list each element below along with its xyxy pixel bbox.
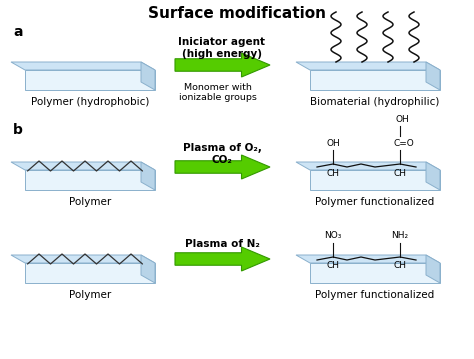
Text: C=O: C=O xyxy=(393,140,414,149)
Polygon shape xyxy=(296,255,440,263)
Text: CH: CH xyxy=(327,261,339,270)
Polygon shape xyxy=(310,70,440,90)
Text: Monomer with: Monomer with xyxy=(184,84,252,93)
Text: CO₂: CO₂ xyxy=(211,155,232,165)
Polygon shape xyxy=(141,62,155,90)
Text: CH: CH xyxy=(393,261,407,270)
Text: NO₃: NO₃ xyxy=(324,232,342,241)
Text: NH₂: NH₂ xyxy=(392,232,409,241)
Text: Polymer functionalized: Polymer functionalized xyxy=(315,197,435,207)
Text: Polymer (hydrophobic): Polymer (hydrophobic) xyxy=(31,97,149,107)
Text: CH: CH xyxy=(327,168,339,177)
Polygon shape xyxy=(11,62,155,70)
Polygon shape xyxy=(426,255,440,283)
Polygon shape xyxy=(25,70,155,90)
Text: Surface modification: Surface modification xyxy=(148,6,326,22)
Polygon shape xyxy=(310,263,440,283)
Text: CH: CH xyxy=(393,168,407,177)
Text: OH: OH xyxy=(395,116,409,125)
Polygon shape xyxy=(175,155,270,179)
Polygon shape xyxy=(11,162,155,170)
Text: (high energy): (high energy) xyxy=(182,49,262,59)
Text: b: b xyxy=(13,123,23,137)
Polygon shape xyxy=(175,247,270,271)
Polygon shape xyxy=(426,62,440,90)
Text: Polymer: Polymer xyxy=(69,197,111,207)
Polygon shape xyxy=(141,255,155,283)
Polygon shape xyxy=(296,62,440,70)
Text: Biomaterial (hydrophilic): Biomaterial (hydrophilic) xyxy=(310,97,440,107)
Polygon shape xyxy=(25,263,155,283)
Polygon shape xyxy=(141,162,155,190)
Text: Iniciator agent: Iniciator agent xyxy=(179,37,265,47)
Text: Plasma of N₂: Plasma of N₂ xyxy=(184,239,259,249)
Text: Polymer functionalized: Polymer functionalized xyxy=(315,290,435,300)
Polygon shape xyxy=(175,53,270,77)
Text: a: a xyxy=(13,25,23,39)
Polygon shape xyxy=(426,162,440,190)
Polygon shape xyxy=(11,255,155,263)
Text: ionizable groups: ionizable groups xyxy=(179,93,257,103)
Polygon shape xyxy=(296,162,440,170)
Text: Polymer: Polymer xyxy=(69,290,111,300)
Polygon shape xyxy=(310,170,440,190)
Text: Plasma of O₂,: Plasma of O₂, xyxy=(182,143,262,153)
Text: OH: OH xyxy=(326,140,340,149)
Polygon shape xyxy=(25,170,155,190)
